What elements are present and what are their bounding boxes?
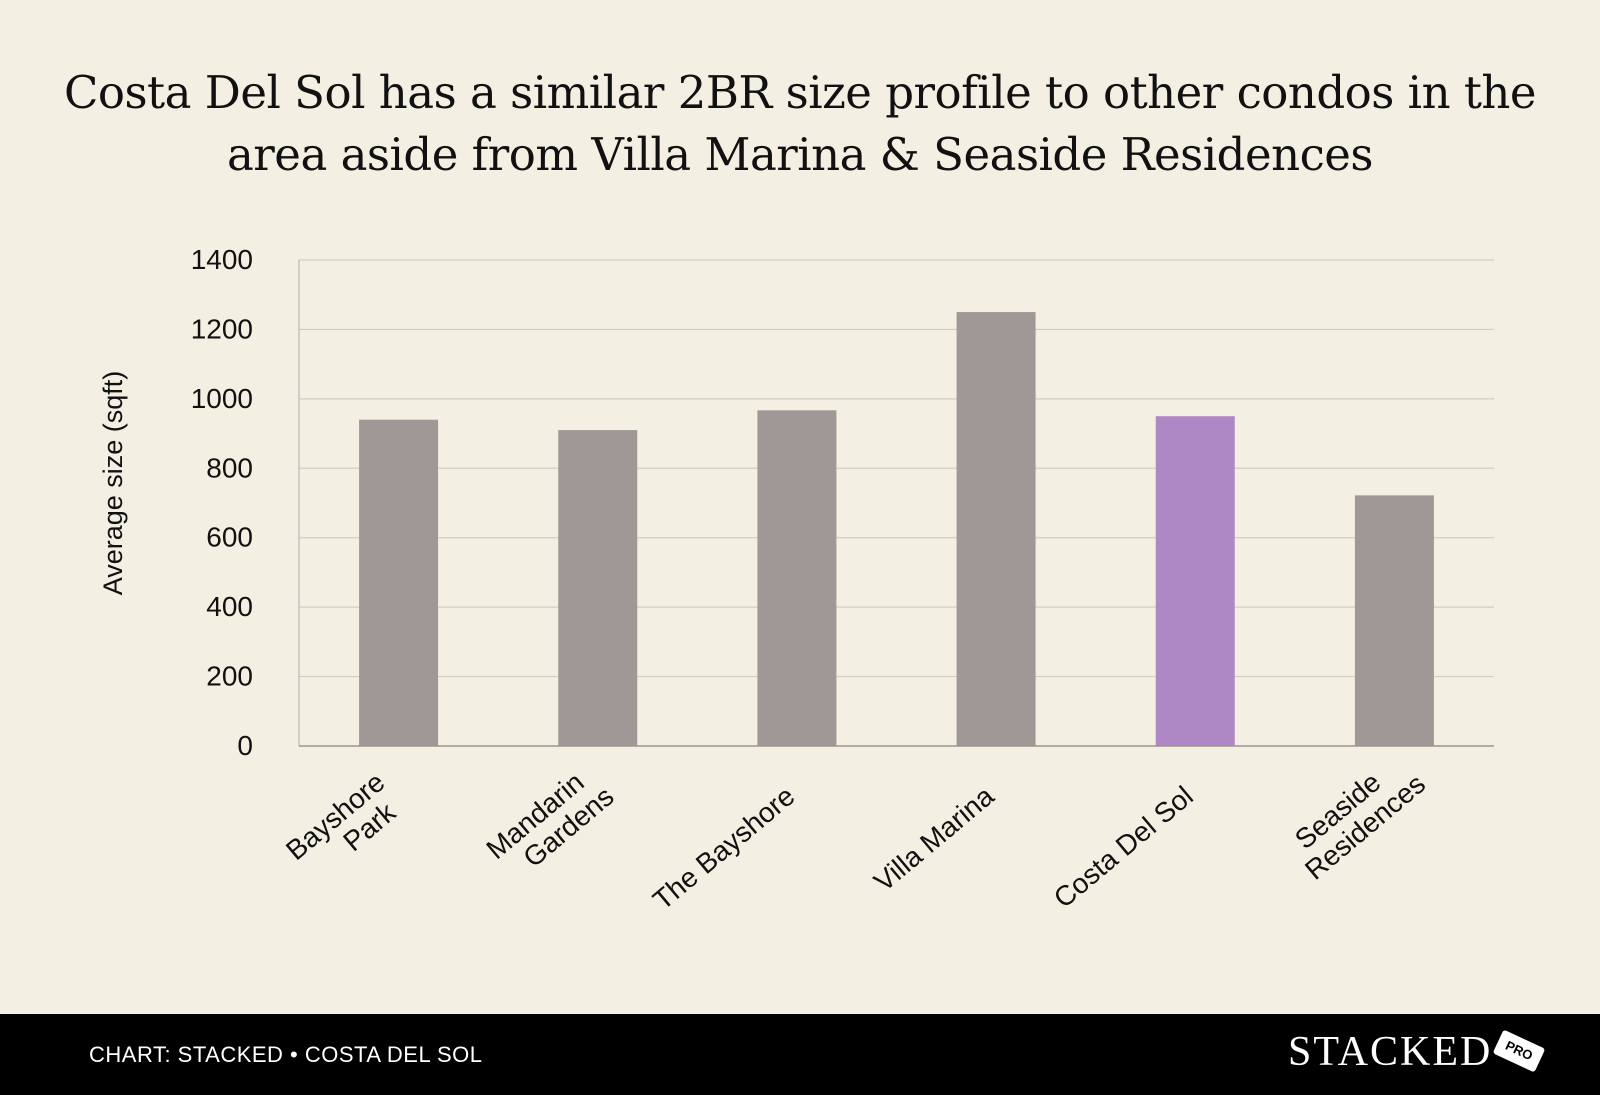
x-tick-mandarin-gardens: MandarinGardens [480,757,619,888]
bar-villa-marina [956,312,1036,746]
chart-title: Costa Del Sol has a similar 2BR size pro… [0,62,1600,186]
bar-the-bayshore [757,410,837,746]
brand-logo: STACKED [1288,1029,1493,1075]
bar-bayshore-park [359,419,439,746]
gridlines [299,259,1494,678]
y-tick-600: 600 [206,522,253,553]
bar-costa-del-sol [1155,416,1235,746]
chart-title-line-2: area aside from Villa Marina & Seaside R… [226,128,1374,181]
y-tick-1200: 1200 [191,313,253,344]
x-tick-line: Villa Marina [868,780,1000,898]
chart-title-line-1: Costa Del Sol has a similar 2BR size pro… [63,66,1537,119]
x-tick-villa-marina: Villa Marina [868,780,1000,898]
y-tick-1400: 1400 [191,244,253,275]
x-tick-seaside-residences: SeasideResidences [1280,745,1431,886]
x-tick-line: The Bayshore [647,780,800,916]
y-tick-labels: 0 200 400 600 800 1000 1200 1400 [191,244,253,761]
bar-chart: 0 200 400 600 800 1000 1200 1400 BayshorePark Ma… [98,244,1494,916]
y-axis-label: Average size (sqft) [98,371,128,596]
bar-seaside-residences [1354,495,1434,746]
y-tick-800: 800 [206,452,253,483]
footer-caption: CHART: STACKED • COSTA DEL SOL [89,1042,483,1067]
footer: CHART: STACKED • COSTA DEL SOL STACKED P… [0,1014,1600,1095]
x-tick-the-bayshore: The Bayshore [647,780,800,916]
x-tick-line: Costa Del Sol [1048,780,1199,914]
x-tick-bayshore-park: BayshorePark [280,766,410,889]
y-tick-400: 400 [206,591,253,622]
x-tick-costa-del-sol: Costa Del Sol [1048,780,1199,914]
bar-mandarin-gardens [558,430,638,746]
pro-badge: PRO [1492,1029,1546,1073]
x-tick-labels: BayshorePark MandarinGardens The Bayshore V… [280,745,1431,916]
bars [359,312,1434,746]
axes [298,260,1494,747]
y-tick-0: 0 [237,730,253,761]
y-tick-200: 200 [206,661,253,692]
y-tick-1000: 1000 [191,383,253,414]
